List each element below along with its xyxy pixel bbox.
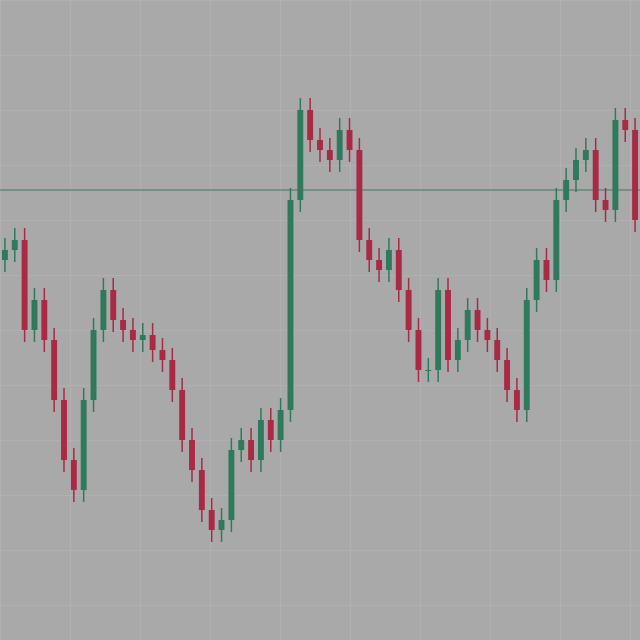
candle-body xyxy=(297,110,304,200)
candle-body xyxy=(592,150,599,200)
candle-body xyxy=(523,300,530,410)
candle-body xyxy=(454,340,461,360)
candle-body xyxy=(464,310,471,340)
candle-body xyxy=(248,440,255,460)
candle-body xyxy=(622,120,629,130)
candle-body xyxy=(612,120,619,210)
candle-body xyxy=(494,340,501,360)
candle-body xyxy=(31,300,38,330)
candle-body xyxy=(169,360,176,390)
candle-body xyxy=(307,110,314,140)
candle-body xyxy=(356,150,363,240)
candle-body xyxy=(395,250,402,290)
candle-body xyxy=(445,290,451,360)
candle-body xyxy=(41,300,48,340)
candle-body xyxy=(228,450,235,520)
candle-body xyxy=(61,400,67,460)
candle-body xyxy=(553,200,560,280)
candle-body xyxy=(513,390,520,410)
candle-body xyxy=(139,335,146,340)
candle-body xyxy=(632,130,639,220)
candle-body xyxy=(70,460,77,490)
candle-body xyxy=(1,250,8,260)
candle-body xyxy=(120,320,127,330)
candle-body xyxy=(582,150,589,160)
candle-body xyxy=(602,200,609,210)
candle-body xyxy=(90,330,97,400)
candle-body xyxy=(533,260,540,300)
candle-body xyxy=(543,260,550,280)
candle-body xyxy=(277,410,284,440)
candle-body xyxy=(435,290,442,370)
candle-body xyxy=(179,390,186,440)
candle-body xyxy=(484,330,491,340)
candle-body xyxy=(287,200,294,410)
candle-body xyxy=(257,420,264,460)
candle-body xyxy=(336,130,343,160)
candle-body xyxy=(80,400,87,490)
candle-body xyxy=(189,440,195,470)
candle-body xyxy=(573,160,579,180)
candle-body xyxy=(415,330,422,370)
candle-body xyxy=(100,290,107,330)
candle-body xyxy=(425,370,432,371)
candle-body xyxy=(238,440,245,450)
candle-body xyxy=(208,510,215,530)
candle-body xyxy=(267,420,274,440)
candle-body xyxy=(376,260,383,270)
candle-body xyxy=(317,140,323,150)
candle-body xyxy=(366,240,373,260)
candle-body xyxy=(51,340,58,400)
candle-body xyxy=(474,310,481,330)
candle-body xyxy=(405,290,412,330)
candle-body xyxy=(149,335,156,350)
candle-body xyxy=(11,240,18,250)
candle-body xyxy=(159,350,166,360)
candle-body xyxy=(198,470,205,510)
candle-body xyxy=(504,360,511,390)
candle-body xyxy=(563,180,570,200)
candle-body xyxy=(218,520,225,530)
candle-body xyxy=(110,290,117,320)
candle-body xyxy=(129,330,136,340)
candle-body xyxy=(385,250,392,270)
candle-body xyxy=(346,130,353,150)
candle-body xyxy=(326,150,333,160)
candle-body xyxy=(21,240,28,330)
